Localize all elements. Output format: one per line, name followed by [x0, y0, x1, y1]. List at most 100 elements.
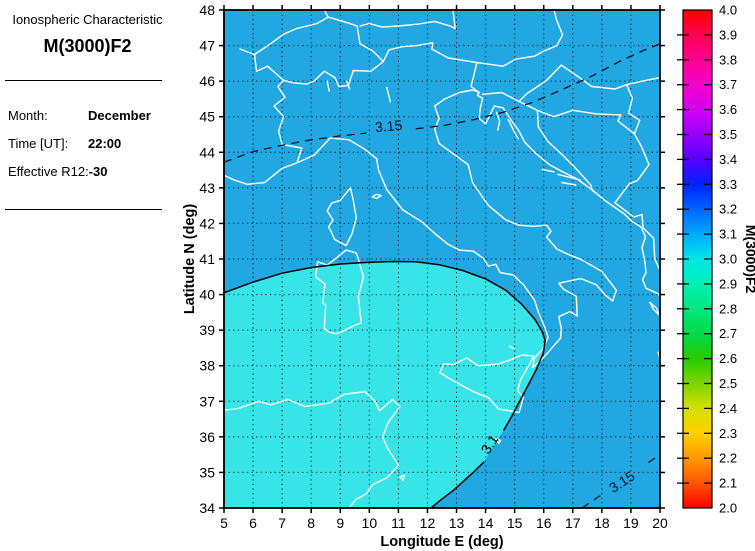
coastline-africa-coast: [224, 391, 401, 508]
contour-c315-bottom: [581, 454, 660, 508]
coastline-aeolian-islands: [508, 345, 515, 350]
field-month-label: Month:: [8, 108, 48, 123]
field-time-label: Time [UT]:: [8, 136, 69, 151]
contour-c315-top: [224, 43, 660, 163]
coastline-islands-dalmatia-2: [557, 173, 581, 181]
coastline-border-austria-italy-slovenia: [382, 42, 480, 94]
panel-title: M(3000)F2: [43, 36, 132, 56]
tick-label-x-20: 20: [652, 515, 668, 531]
tick-label-x-14: 14: [478, 515, 494, 531]
info-panel: Ionospheric Characteristic M(3000)F2 Mon…: [0, 0, 178, 210]
colorbar-tick-label-2.4: 2.4: [719, 401, 737, 416]
tick-label-y-46: 46: [199, 73, 215, 89]
tick-label-y-35: 35: [199, 464, 215, 480]
tick-label-x-15: 15: [507, 515, 523, 531]
field-r12-label: Effective R12:: [8, 164, 89, 179]
coastline-border-austria-east: [476, 10, 564, 67]
colorbar-tick-label-3.6: 3.6: [719, 102, 737, 117]
coastline-mainland-coast: [224, 89, 660, 369]
colorbar-title: M(3000)F2: [743, 225, 755, 294]
contour-c31-seg1: [430, 461, 485, 508]
tick-label-y-47: 47: [199, 38, 215, 54]
contour-c315-bottom-seg0: [581, 494, 601, 508]
colorbar-tick-label-2.9: 2.9: [719, 276, 737, 291]
tick-label-y-43: 43: [199, 180, 215, 196]
coastline-pantelleria: [399, 474, 406, 481]
colorbar-tick-label-3.7: 3.7: [719, 77, 737, 92]
colorbar-tick-label-2.2: 2.2: [719, 451, 737, 466]
coastline-islands-kvarner-1: [495, 111, 501, 131]
axis-tick-labels: 5 6 7 8 9 10 11 12 13 14 15 16 17 18 19 20 34 35 36 37 38 39 4…: [199, 2, 668, 531]
contour-c31: [224, 260, 546, 508]
tick-label-y-44: 44: [199, 144, 215, 160]
field-month-value: December: [88, 108, 151, 123]
field-time: Time [UT]: 22:00: [8, 136, 178, 151]
tick-label-y-34: 34: [199, 500, 215, 516]
colorbar-tick-label-3.4: 3.4: [719, 152, 737, 167]
coastline-corsica: [326, 187, 357, 247]
colorbar-tick-label-2.3: 2.3: [719, 426, 737, 441]
contour-c31-seg0: [224, 260, 546, 431]
tick-label-y-40: 40: [199, 287, 215, 303]
colorbar-ticks: [677, 34, 712, 484]
tick-label-x-7: 7: [278, 515, 286, 531]
colorbar-tick-label-3.5: 3.5: [719, 127, 737, 142]
tick-label-x-11: 11: [391, 515, 406, 531]
tick-label-x-9: 9: [336, 515, 344, 531]
tick-label-y-36: 36: [199, 429, 215, 445]
colorbar-tick-label-2.1: 2.1: [719, 476, 737, 491]
colorbar-tick-label-2.5: 2.5: [719, 376, 737, 391]
tick-label-x-13: 13: [449, 515, 465, 531]
field-r12-value: -30: [88, 164, 108, 179]
tick-label-x-10: 10: [362, 515, 378, 531]
coastline-border-austria-germany: [359, 10, 456, 30]
divider-top: [5, 80, 162, 81]
tick-label-y-38: 38: [199, 358, 215, 374]
field-r12: Effective R12:-30: [8, 164, 178, 179]
coastline-sicily: [439, 354, 535, 414]
colorbar-tick-labels: 4.0 3.9 3.8 3.7 3.6 3.5 3.4 3.3 3.2 3.1 3.0 2.9 2.8 2…: [719, 3, 737, 516]
colorbar-tick-label-2.7: 2.7: [719, 326, 737, 341]
coastline-border-serbia-montenegro: [614, 84, 650, 204]
colorbar-tick-label-2.0: 2.0: [719, 501, 737, 516]
field-time-value: 22:00: [88, 136, 122, 151]
coastline-islands-dalmatia-3: [561, 181, 577, 186]
x-axis-title: Longitude E (deg): [380, 534, 503, 550]
tick-label-x-12: 12: [420, 515, 436, 531]
tick-label-y-45: 45: [199, 109, 215, 125]
tick-label-y-42: 42: [199, 215, 215, 231]
coastline-sardinia: [314, 249, 365, 335]
coastline-border-jura-spur: [239, 48, 256, 56]
tick-label-x-18: 18: [594, 515, 610, 531]
colorbar-tick-label-3.0: 3.0: [719, 252, 737, 267]
low-value-region-fill: [224, 261, 546, 508]
contour-label-c315-top: 3.15: [374, 117, 403, 135]
gridlines: [224, 10, 660, 508]
coastline-islands-kvarner-2: [507, 118, 519, 140]
tick-label-y-37: 37: [199, 393, 215, 409]
coastline-islands-dalmatia-1: [541, 168, 555, 173]
colorbar-tick-label-3.1: 3.1: [719, 227, 737, 242]
tick-label-x-16: 16: [536, 515, 552, 531]
tick-label-y-39: 39: [199, 322, 215, 338]
contour-c315-top-seg0: [224, 132, 367, 163]
divider-bottom: [5, 209, 162, 210]
coastline-border-slovenia-croatia-drava: [482, 64, 660, 103]
colorbar-tick-label-3.2: 3.2: [719, 202, 737, 217]
axis-ticks: [219, 5, 665, 513]
coastline-border-montenegro-albania: [614, 202, 660, 272]
coastline-border-bosnia-north: [518, 100, 636, 135]
tick-label-x-8: 8: [307, 515, 315, 531]
colorbar-tick-label-2.8: 2.8: [719, 301, 737, 316]
contour-c315-top-seg1: [415, 43, 660, 130]
tick-label-y-41: 41: [199, 251, 215, 267]
colorbar-tick-label-4.0: 4.0: [719, 3, 737, 18]
colorbar-tick-label-3.8: 3.8: [719, 52, 737, 67]
colorbar-tick-label-2.6: 2.6: [719, 351, 737, 366]
coastline-lake-maggiore: [326, 80, 330, 92]
coastlines: [224, 10, 660, 508]
colorbar-tick-label-3.9: 3.9: [719, 27, 737, 42]
coastline-border-france-italy: [273, 79, 303, 163]
